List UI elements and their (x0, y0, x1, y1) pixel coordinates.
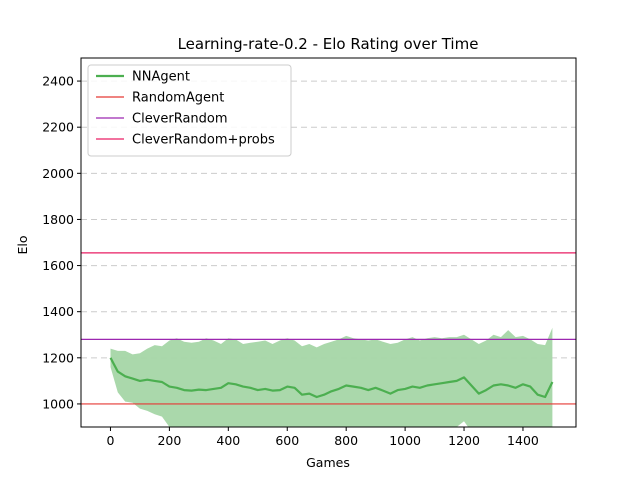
y-tick-label: 1400 (42, 304, 74, 319)
y-tick-label: 1000 (42, 396, 74, 411)
legend-box (87, 64, 292, 157)
axes-frame (80, 57, 577, 428)
legend-label: NNAgent (132, 70, 190, 85)
x-axis-ticks: 0 200 400 600 800 1000 1200 1400 (106, 427, 539, 448)
legend-label: CleverRandom (132, 112, 228, 127)
x-tick-label: 600 (275, 433, 299, 448)
legend: NNAgent RandomAgent CleverRandom CleverRand… (87, 64, 292, 157)
x-axis-label: Games (306, 455, 350, 470)
x-tick-label: 200 (157, 433, 181, 448)
y-tick-label: 1600 (42, 258, 74, 273)
x-tick-label: 1400 (507, 433, 539, 448)
y-tick-label: 2000 (42, 166, 74, 181)
y-tick-label: 2200 (42, 120, 74, 135)
y-axis-ticks: 1000 1200 1400 1600 1800 2000 2200 2400 (42, 74, 81, 411)
y-tick-label: 1800 (42, 212, 74, 227)
x-tick-label: 400 (216, 433, 240, 448)
nnagent-line (109, 357, 554, 399)
y-tick-label: 1200 (42, 350, 74, 365)
y-tick-label: 2400 (42, 74, 74, 89)
x-tick-label: 1000 (389, 433, 421, 448)
nnagent-confidence-band (110, 327, 553, 427)
legend-label: RandomAgent (132, 91, 224, 106)
x-tick-label: 800 (334, 433, 358, 448)
plot-area (81, 252, 576, 427)
chart-title: Learning-rate-0.2 - Elo Rating over Time (178, 35, 479, 53)
legend-label: CleverRandom+probs (132, 133, 275, 148)
y-axis-label: Elo (15, 235, 30, 254)
x-tick-label: 0 (106, 433, 114, 448)
x-tick-label: 1200 (448, 433, 480, 448)
